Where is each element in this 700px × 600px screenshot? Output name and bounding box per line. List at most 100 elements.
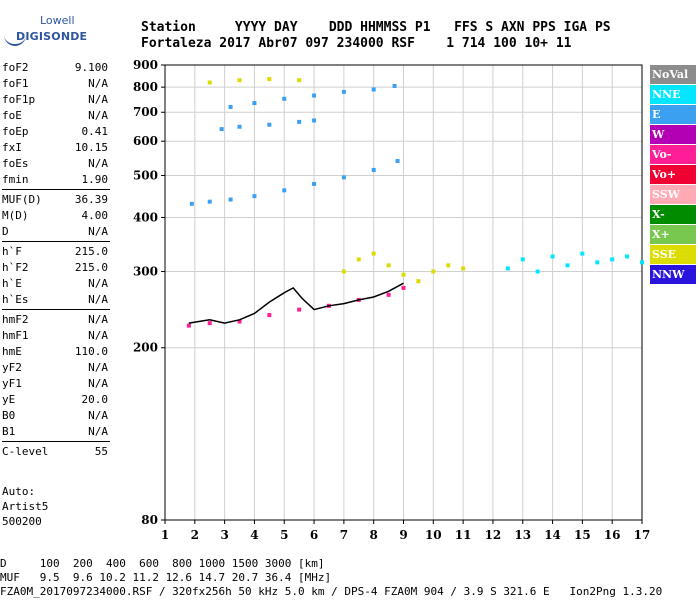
param-value: 20.0 bbox=[81, 393, 109, 406]
echo-point bbox=[625, 254, 630, 259]
param-row: fmin 1.90 bbox=[2, 172, 110, 188]
echo-point bbox=[356, 257, 361, 262]
x-tick-label: 6 bbox=[310, 528, 318, 542]
param-key: h`E bbox=[2, 277, 22, 290]
echo-point bbox=[282, 96, 287, 101]
param-value: 0.41 bbox=[81, 125, 109, 138]
param-divider bbox=[2, 309, 110, 310]
echo-point bbox=[505, 266, 510, 271]
param-value: 1.90 bbox=[81, 173, 109, 186]
echo-point bbox=[237, 124, 242, 129]
param-value: 110.0 bbox=[74, 345, 108, 358]
param-value: 215.0 bbox=[74, 261, 108, 274]
param-row: D N/A bbox=[2, 224, 110, 240]
param-key: D bbox=[2, 225, 9, 238]
param-value: N/A bbox=[88, 277, 108, 290]
param-key: h`Es bbox=[2, 293, 29, 306]
autoscaling-info: Auto: Artist5 500200 bbox=[2, 484, 48, 529]
param-key: yE bbox=[2, 393, 16, 406]
x-tick-label: 2 bbox=[191, 528, 199, 542]
x-tick-label: 7 bbox=[340, 528, 348, 542]
param-divider bbox=[2, 441, 110, 442]
param-value: N/A bbox=[88, 93, 108, 106]
echo-point bbox=[371, 167, 376, 172]
echo-point bbox=[267, 313, 272, 318]
param-value: 9.100 bbox=[74, 61, 108, 74]
echo-point bbox=[252, 194, 257, 199]
x-tick-label: 3 bbox=[220, 528, 228, 542]
logo-line2: DIGISONDE bbox=[16, 30, 88, 43]
param-row: M(D) 4.00 bbox=[2, 208, 110, 224]
param-key: hmE bbox=[2, 345, 22, 358]
header-labels: Station YYYY DAY DDD HHMMSS P1 FFS S AXN… bbox=[141, 20, 611, 35]
header-values: Fortaleza 2017 Abr07 097 234000 RSF 1 71… bbox=[141, 36, 572, 51]
echo-point bbox=[297, 307, 302, 312]
y-tick-label: 600 bbox=[133, 134, 158, 148]
param-value: N/A bbox=[88, 313, 108, 326]
param-value: 55 bbox=[94, 445, 108, 458]
param-row: MUF(D) 36.39 bbox=[2, 192, 110, 208]
echo-point bbox=[207, 199, 212, 204]
param-divider bbox=[2, 241, 110, 242]
echo-point bbox=[386, 292, 391, 297]
echo-point bbox=[535, 269, 540, 274]
param-value: N/A bbox=[88, 293, 108, 306]
echo-point bbox=[395, 159, 400, 164]
x-tick-label: 16 bbox=[604, 528, 621, 542]
legend-entry: NNW bbox=[650, 265, 696, 284]
param-value: 4.00 bbox=[81, 209, 109, 222]
echo-point bbox=[595, 260, 600, 265]
x-tick-label: 1 bbox=[161, 528, 169, 542]
ionogram-chart: 1 2 3 4 5 6 7 8 9 10 11 12 13 14 15 16 17802003004005006… bbox=[133, 58, 650, 542]
param-row: h`F2 215.0 bbox=[2, 260, 110, 276]
echo-point bbox=[520, 257, 525, 262]
plot-frame bbox=[164, 64, 643, 521]
lowell-digisonde-logo: Lowell DIGISONDE bbox=[4, 8, 87, 48]
echo-point bbox=[580, 251, 585, 256]
param-key: yF2 bbox=[2, 361, 22, 374]
echo-point bbox=[392, 83, 397, 88]
param-row: C-level 55 bbox=[2, 444, 110, 460]
x-tick-label: 9 bbox=[399, 528, 407, 542]
legend-entry: X+ bbox=[650, 225, 696, 244]
echo-point bbox=[550, 254, 555, 259]
x-tick-label: 11 bbox=[455, 528, 472, 542]
legend-entry: Vo+ bbox=[650, 165, 696, 184]
logo-swoosh-icon bbox=[4, 26, 26, 46]
param-key: h`F2 bbox=[2, 261, 29, 274]
echo-point bbox=[267, 122, 272, 127]
station-header: Station YYYY DAY DDD HHMMSS P1 FFS S AXN… bbox=[141, 20, 611, 52]
param-row: hmE 110.0 bbox=[2, 344, 110, 360]
param-value: 10.15 bbox=[74, 141, 108, 154]
echo-point bbox=[371, 87, 376, 92]
echo-point bbox=[312, 181, 317, 186]
param-value: N/A bbox=[88, 77, 108, 90]
param-key: h`F bbox=[2, 245, 22, 258]
echo-point bbox=[312, 93, 317, 98]
param-key: hmF1 bbox=[2, 329, 29, 342]
param-key: foF1p bbox=[2, 93, 36, 106]
echo-point bbox=[565, 263, 570, 268]
x-tick-label: 14 bbox=[544, 528, 561, 542]
param-row: h`E N/A bbox=[2, 276, 110, 292]
footer-muf: MUF 9.5 9.6 10.2 11.2 12.6 14.7 20.7 36.… bbox=[0, 571, 332, 584]
echo-point bbox=[416, 279, 421, 284]
auto-label: Auto: bbox=[2, 485, 36, 498]
legend-entry: NNE bbox=[650, 85, 696, 104]
x-tick-label: 4 bbox=[250, 528, 258, 542]
y-tick-label: 700 bbox=[133, 105, 158, 119]
y-tick-label: 200 bbox=[133, 341, 158, 355]
echo-point bbox=[461, 266, 466, 271]
param-key: B1 bbox=[2, 425, 16, 438]
echo-point bbox=[189, 201, 194, 206]
param-row: B1 N/A bbox=[2, 424, 110, 440]
param-row: B0 N/A bbox=[2, 408, 110, 424]
footer-distance: D 100 200 400 600 800 1000 1500 3000 [km… bbox=[0, 557, 325, 570]
param-value: 36.39 bbox=[74, 193, 108, 206]
param-row: foEs N/A bbox=[2, 156, 110, 172]
legend-entry: W bbox=[650, 125, 696, 144]
param-value: N/A bbox=[88, 409, 108, 422]
param-value: N/A bbox=[88, 329, 108, 342]
footer-file-info: FZA0M_2017097234000.RSF / 320fx256h 50 k… bbox=[0, 585, 663, 598]
param-key: C-level bbox=[2, 445, 49, 458]
